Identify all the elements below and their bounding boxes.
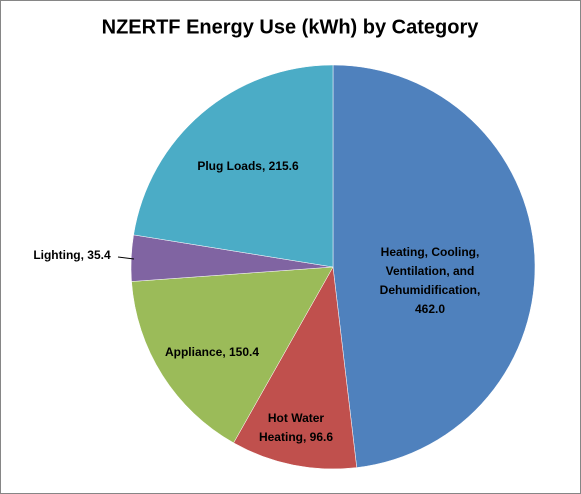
leader-line [117, 256, 135, 260]
data-label: Lighting, 35.4 [17, 246, 127, 265]
data-label: Heating, Cooling, Ventilation, and Dehum… [368, 243, 493, 319]
category-label: Lighting [33, 248, 81, 262]
pie-slice [233, 266, 358, 470]
data-label-text: Heating, Cooling, Ventilation, and Dehum… [368, 243, 493, 319]
chart-title: NZERTF Energy Use (kWh) by Category [102, 16, 480, 38]
pie-slice [131, 266, 334, 444]
category-label: Plug Loads [197, 159, 262, 173]
category-label: Hot Water Heating [258, 411, 325, 444]
data-label: Appliance, 150.4 [147, 343, 277, 362]
data-label-text: Plug Loads, 215.6 [178, 157, 318, 176]
value-label: , 462.0 [414, 283, 481, 316]
data-label-text: Hot Water Heating, 96.6 [251, 409, 341, 447]
pie-slice [133, 64, 334, 268]
data-label-text: Lighting, 35.4 [17, 246, 127, 265]
category-label: Appliance [164, 345, 223, 359]
category-label: Heating, Cooling, Ventilation, and Dehum… [379, 245, 480, 297]
data-label-text: Appliance, 150.4 [147, 343, 277, 362]
value-label: , 96.6 [302, 430, 334, 444]
value-label: , 150.4 [222, 345, 260, 359]
value-label: , 35.4 [80, 248, 111, 262]
data-label: Plug Loads, 215.6 [178, 157, 318, 176]
pie-slice [332, 64, 536, 468]
data-label: Hot Water Heating, 96.6 [251, 409, 341, 447]
value-label: , 215.6 [261, 159, 299, 173]
